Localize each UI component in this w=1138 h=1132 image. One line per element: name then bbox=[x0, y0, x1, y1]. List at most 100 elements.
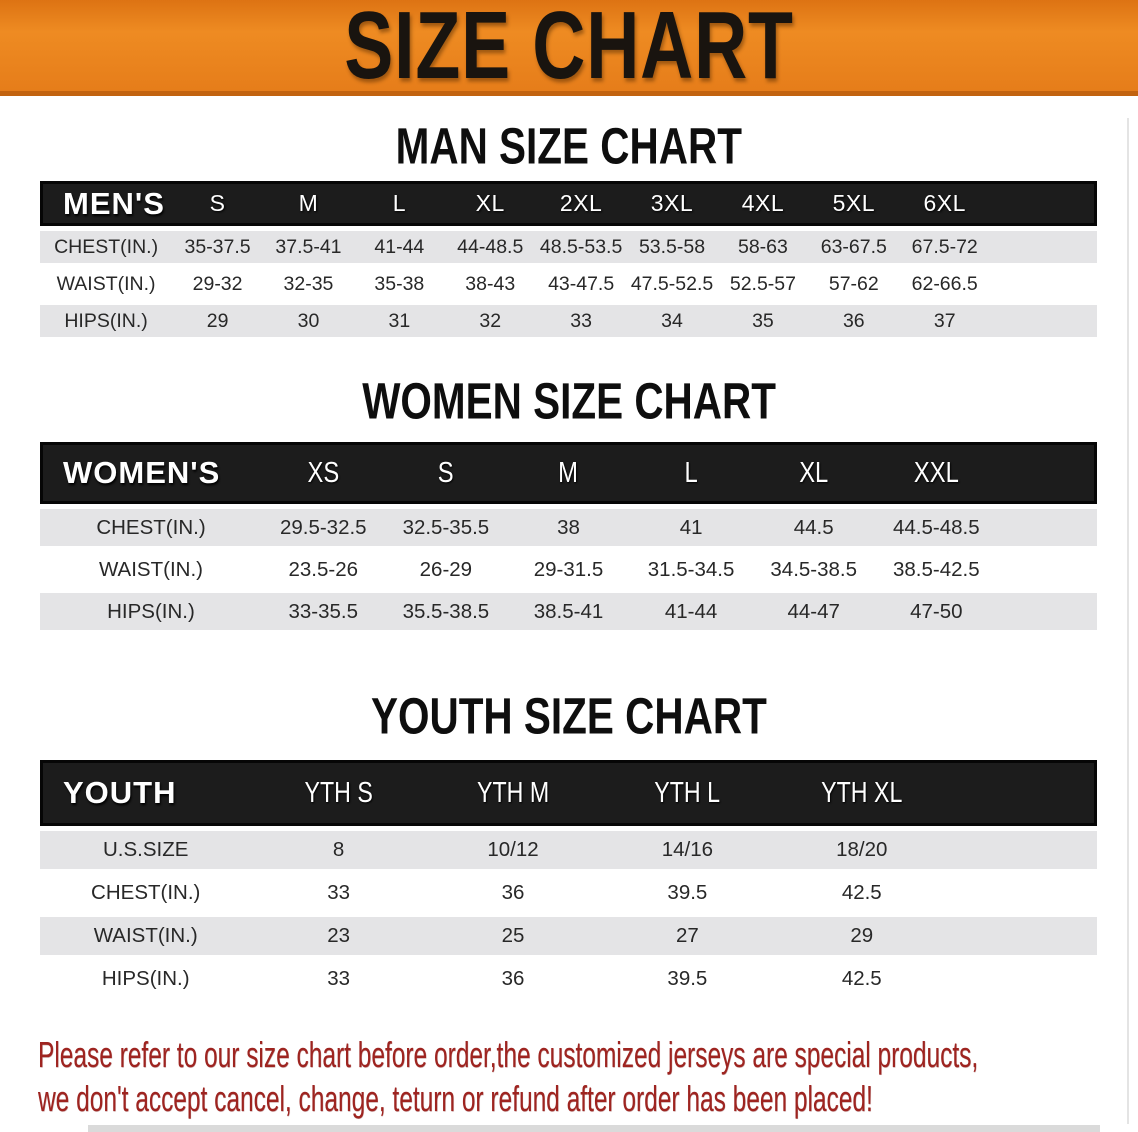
size-column-header: YTH L bbox=[600, 760, 775, 826]
row-spacer-cell bbox=[997, 551, 1097, 588]
men-section-title: MAN SIZE CHART bbox=[395, 117, 743, 175]
row-label: CHEST(IN.) bbox=[40, 874, 252, 912]
disclaimer-line-1: Please refer to our size chart before or… bbox=[38, 1034, 979, 1075]
size-value-cell: 37 bbox=[899, 305, 991, 337]
size-column-header: L bbox=[353, 181, 445, 226]
table-row: CHEST(IN.) 33 36 39.5 42.5 bbox=[40, 874, 1097, 912]
table-row: U.S.SIZE 8 10/12 14/16 18/20 bbox=[40, 831, 1097, 869]
size-column-header: 4XL bbox=[717, 181, 809, 226]
size-chart-banner: SIZE CHART bbox=[0, 0, 1138, 96]
row-spacer-cell bbox=[948, 960, 1097, 998]
row-label: CHEST(IN.) bbox=[40, 231, 173, 263]
size-column-header: YTH S bbox=[251, 760, 426, 826]
size-value-cell: 39.5 bbox=[600, 960, 775, 998]
size-value-cell: 58-63 bbox=[717, 231, 809, 263]
size-column-header: XL bbox=[752, 442, 876, 504]
size-value-cell: 33 bbox=[251, 874, 426, 912]
size-value-cell: 36 bbox=[425, 874, 601, 912]
row-label: WAIST(IN.) bbox=[40, 917, 252, 955]
disclaimer-line-2: we don't accept cancel, change, teturn o… bbox=[38, 1078, 873, 1119]
header-spacer-cell bbox=[948, 760, 1097, 826]
size-value-cell: 23.5-26 bbox=[261, 551, 385, 588]
size-value-cell: 62-66.5 bbox=[899, 268, 991, 300]
size-column-header: XXL bbox=[875, 442, 998, 504]
size-value-cell: 42.5 bbox=[774, 960, 949, 998]
row-label: WAIST(IN.) bbox=[40, 551, 262, 588]
row-spacer-cell bbox=[997, 593, 1097, 630]
size-value-cell: 26-29 bbox=[384, 551, 508, 588]
size-value-cell: 29-31.5 bbox=[507, 551, 630, 588]
size-value-cell: 32-35 bbox=[263, 268, 354, 300]
size-value-cell: 36 bbox=[425, 960, 601, 998]
size-value-cell: 48.5-53.5 bbox=[535, 231, 627, 263]
row-spacer-cell bbox=[990, 231, 1097, 263]
size-value-cell: 38-43 bbox=[444, 268, 536, 300]
size-column-header: 3XL bbox=[626, 181, 718, 226]
table-row: CHEST(IN.) 29.5-32.5 32.5-35.5 38 41 44.… bbox=[40, 509, 1097, 546]
size-value-cell: 32 bbox=[444, 305, 536, 337]
size-value-cell: 35-37.5 bbox=[172, 231, 264, 263]
header-spacer-cell bbox=[990, 181, 1097, 226]
size-value-cell: 67.5-72 bbox=[899, 231, 991, 263]
row-spacer-cell bbox=[990, 268, 1097, 300]
table-row: HIPS(IN.) 29 30 31 32 33 34 35 36 37 bbox=[40, 305, 1097, 337]
size-value-cell: 10/12 bbox=[425, 831, 601, 869]
women-section-title: WOMEN SIZE CHART bbox=[362, 372, 776, 430]
size-value-cell: 53.5-58 bbox=[626, 231, 718, 263]
size-column-header: XL bbox=[444, 181, 536, 226]
size-value-cell: 34.5-38.5 bbox=[752, 551, 876, 588]
row-spacer-cell bbox=[990, 305, 1097, 337]
size-value-cell: 38.5-41 bbox=[507, 593, 630, 630]
row-spacer-cell bbox=[948, 831, 1097, 869]
size-value-cell: 57-62 bbox=[808, 268, 900, 300]
women-size-table: WOMEN'S XS S M L XL XXL CHEST(IN.) 29.5-… bbox=[40, 437, 1097, 635]
size-value-cell: 29.5-32.5 bbox=[261, 509, 385, 546]
size-value-cell: 31 bbox=[353, 305, 445, 337]
table-row: WAIST(IN.) 23 25 27 29 bbox=[40, 917, 1097, 955]
size-value-cell: 63-67.5 bbox=[808, 231, 900, 263]
disclaimer-text: Please refer to our size chart before or… bbox=[38, 1033, 1138, 1121]
size-value-cell: 41-44 bbox=[353, 231, 445, 263]
youth-corner-label: YOUTH bbox=[40, 760, 252, 826]
size-value-cell: 30 bbox=[263, 305, 354, 337]
size-value-cell: 44-47 bbox=[752, 593, 876, 630]
size-value-cell: 29 bbox=[172, 305, 264, 337]
women-corner-label: WOMEN'S bbox=[40, 442, 262, 504]
size-value-cell: 44.5 bbox=[752, 509, 876, 546]
size-value-cell: 36 bbox=[808, 305, 900, 337]
image-edge-artifact bbox=[1127, 118, 1129, 1124]
row-label: CHEST(IN.) bbox=[40, 509, 262, 546]
youth-section-title: YOUTH SIZE CHART bbox=[371, 687, 767, 745]
size-value-cell: 37.5-41 bbox=[263, 231, 354, 263]
size-column-header: 2XL bbox=[535, 181, 627, 226]
table-row: HIPS(IN.) 33-35.5 35.5-38.5 38.5-41 41-4… bbox=[40, 593, 1097, 630]
size-value-cell: 47.5-52.5 bbox=[626, 268, 718, 300]
size-value-cell: 52.5-57 bbox=[717, 268, 809, 300]
size-column-header: 5XL bbox=[808, 181, 900, 226]
men-corner-label: MEN'S bbox=[40, 181, 173, 226]
size-value-cell: 29 bbox=[774, 917, 949, 955]
size-value-cell: 23 bbox=[251, 917, 426, 955]
size-column-header: S bbox=[172, 181, 264, 226]
size-value-cell: 47-50 bbox=[875, 593, 998, 630]
size-column-header: YTH XL bbox=[774, 760, 949, 826]
size-column-header: XS bbox=[261, 442, 385, 504]
image-edge-artifact bbox=[88, 1125, 1100, 1132]
size-value-cell: 41 bbox=[629, 509, 753, 546]
row-label: HIPS(IN.) bbox=[40, 593, 262, 630]
size-value-cell: 43-47.5 bbox=[535, 268, 627, 300]
size-value-cell: 33 bbox=[535, 305, 627, 337]
women-header-row: WOMEN'S XS S M L XL XXL bbox=[40, 442, 1097, 504]
size-value-cell: 38.5-42.5 bbox=[875, 551, 998, 588]
men-header-row: MEN'S S M L XL 2XL 3XL 4XL 5XL 6XL bbox=[40, 181, 1097, 226]
size-value-cell: 44-48.5 bbox=[444, 231, 536, 263]
size-column-header: M bbox=[263, 181, 354, 226]
size-value-cell: 34 bbox=[626, 305, 718, 337]
size-value-cell: 35 bbox=[717, 305, 809, 337]
size-value-cell: 38 bbox=[507, 509, 630, 546]
table-row: WAIST(IN.) 29-32 32-35 35-38 38-43 43-47… bbox=[40, 268, 1097, 300]
row-spacer-cell bbox=[948, 917, 1097, 955]
size-value-cell: 18/20 bbox=[774, 831, 949, 869]
size-column-header: M bbox=[507, 442, 630, 504]
table-row: WAIST(IN.) 23.5-26 26-29 29-31.5 31.5-34… bbox=[40, 551, 1097, 588]
